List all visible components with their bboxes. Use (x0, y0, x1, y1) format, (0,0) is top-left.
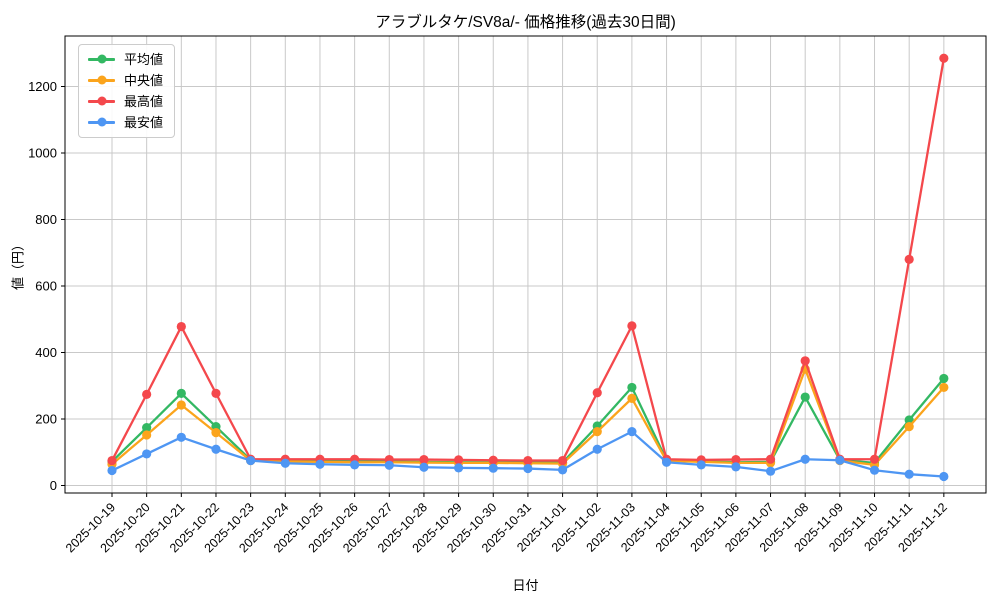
data-point-min (211, 444, 221, 454)
data-point-min (661, 457, 672, 467)
data-point-min (557, 465, 568, 475)
data-point-min (350, 460, 360, 470)
legend-item-max: 最高値 (88, 93, 163, 110)
legend-label: 最安値 (124, 115, 164, 130)
legend-label: 最高値 (124, 94, 164, 109)
legend-label: 平均値 (124, 52, 164, 67)
data-point-min (800, 454, 810, 464)
data-point-min (315, 459, 325, 469)
data-point-min (246, 455, 256, 466)
legend-line-icon-max (88, 96, 115, 106)
legend-marker-icon-min (97, 117, 106, 127)
data-point-min (280, 458, 290, 468)
data-point-average (627, 382, 637, 393)
legend-marker-icon-average (97, 54, 106, 64)
y-tick-label: 1200 (28, 79, 57, 94)
data-point-max (488, 455, 498, 465)
data-point-median (627, 393, 637, 403)
data-point-min (731, 462, 741, 472)
data-point-max (419, 454, 429, 465)
y-tick-label: 600 (35, 279, 57, 294)
data-point-min (696, 460, 706, 470)
data-point-max (800, 356, 810, 366)
data-point-average (800, 392, 810, 402)
data-point-median (592, 427, 602, 437)
data-point-average (939, 373, 949, 384)
y-tick-label: 0 (50, 478, 57, 493)
data-point-max (939, 53, 949, 63)
data-point-min (523, 463, 533, 474)
data-point-min (904, 469, 914, 479)
legend-line-icon-average (88, 54, 115, 64)
data-point-min (419, 462, 429, 472)
axes-border (64, 35, 987, 494)
legend-marker-icon-median (97, 75, 106, 85)
data-point-average (142, 423, 152, 433)
legend: 平均値中央値最高値最安値 (78, 44, 176, 138)
legend-item-median: 中央値 (88, 72, 163, 89)
data-point-min (454, 463, 464, 473)
data-point-min (488, 463, 498, 473)
legend-marker-icon-max (97, 96, 106, 106)
y-tick-label: 400 (35, 345, 57, 360)
data-point-min (869, 465, 880, 475)
data-point-max (176, 321, 186, 332)
data-point-min (765, 466, 776, 476)
data-point-min (627, 427, 637, 437)
y-tick-label: 200 (35, 412, 57, 427)
data-point-min (835, 455, 845, 465)
data-point-max (627, 321, 637, 331)
data-point-max (557, 455, 568, 466)
x-axis-title: 日付 (512, 578, 539, 593)
data-point-max (107, 455, 117, 466)
data-point-max (523, 455, 533, 466)
y-tick-label: 800 (35, 212, 57, 227)
legend-line-icon-median (88, 75, 115, 85)
data-point-max (592, 388, 602, 398)
data-point-max (211, 388, 221, 398)
legend-item-min: 最安値 (88, 114, 163, 131)
data-point-median (142, 430, 152, 440)
y-tick-label: 1000 (28, 146, 57, 161)
data-point-max (142, 389, 152, 399)
data-point-min (384, 460, 394, 470)
data-point-average (176, 388, 186, 398)
legend-line-icon-min (88, 117, 115, 127)
data-point-min (142, 449, 152, 459)
data-point-max (869, 454, 880, 464)
data-point-min (939, 471, 949, 482)
data-point-max (904, 254, 914, 264)
data-point-min (176, 432, 186, 442)
data-point-average (904, 415, 914, 425)
data-point-median (904, 422, 914, 432)
legend-label: 中央値 (124, 73, 164, 88)
data-point-min (107, 465, 117, 476)
data-point-median (211, 428, 221, 438)
chart-title: アラブルタケ/SV8a/- 価格推移(過去30日間) (375, 14, 676, 31)
data-point-min (592, 444, 602, 454)
data-point-median (939, 382, 949, 393)
data-point-max (454, 455, 464, 465)
data-point-median (176, 400, 186, 410)
legend-item-average: 平均値 (88, 51, 163, 68)
data-point-max (731, 454, 741, 465)
data-point-max (765, 454, 776, 464)
